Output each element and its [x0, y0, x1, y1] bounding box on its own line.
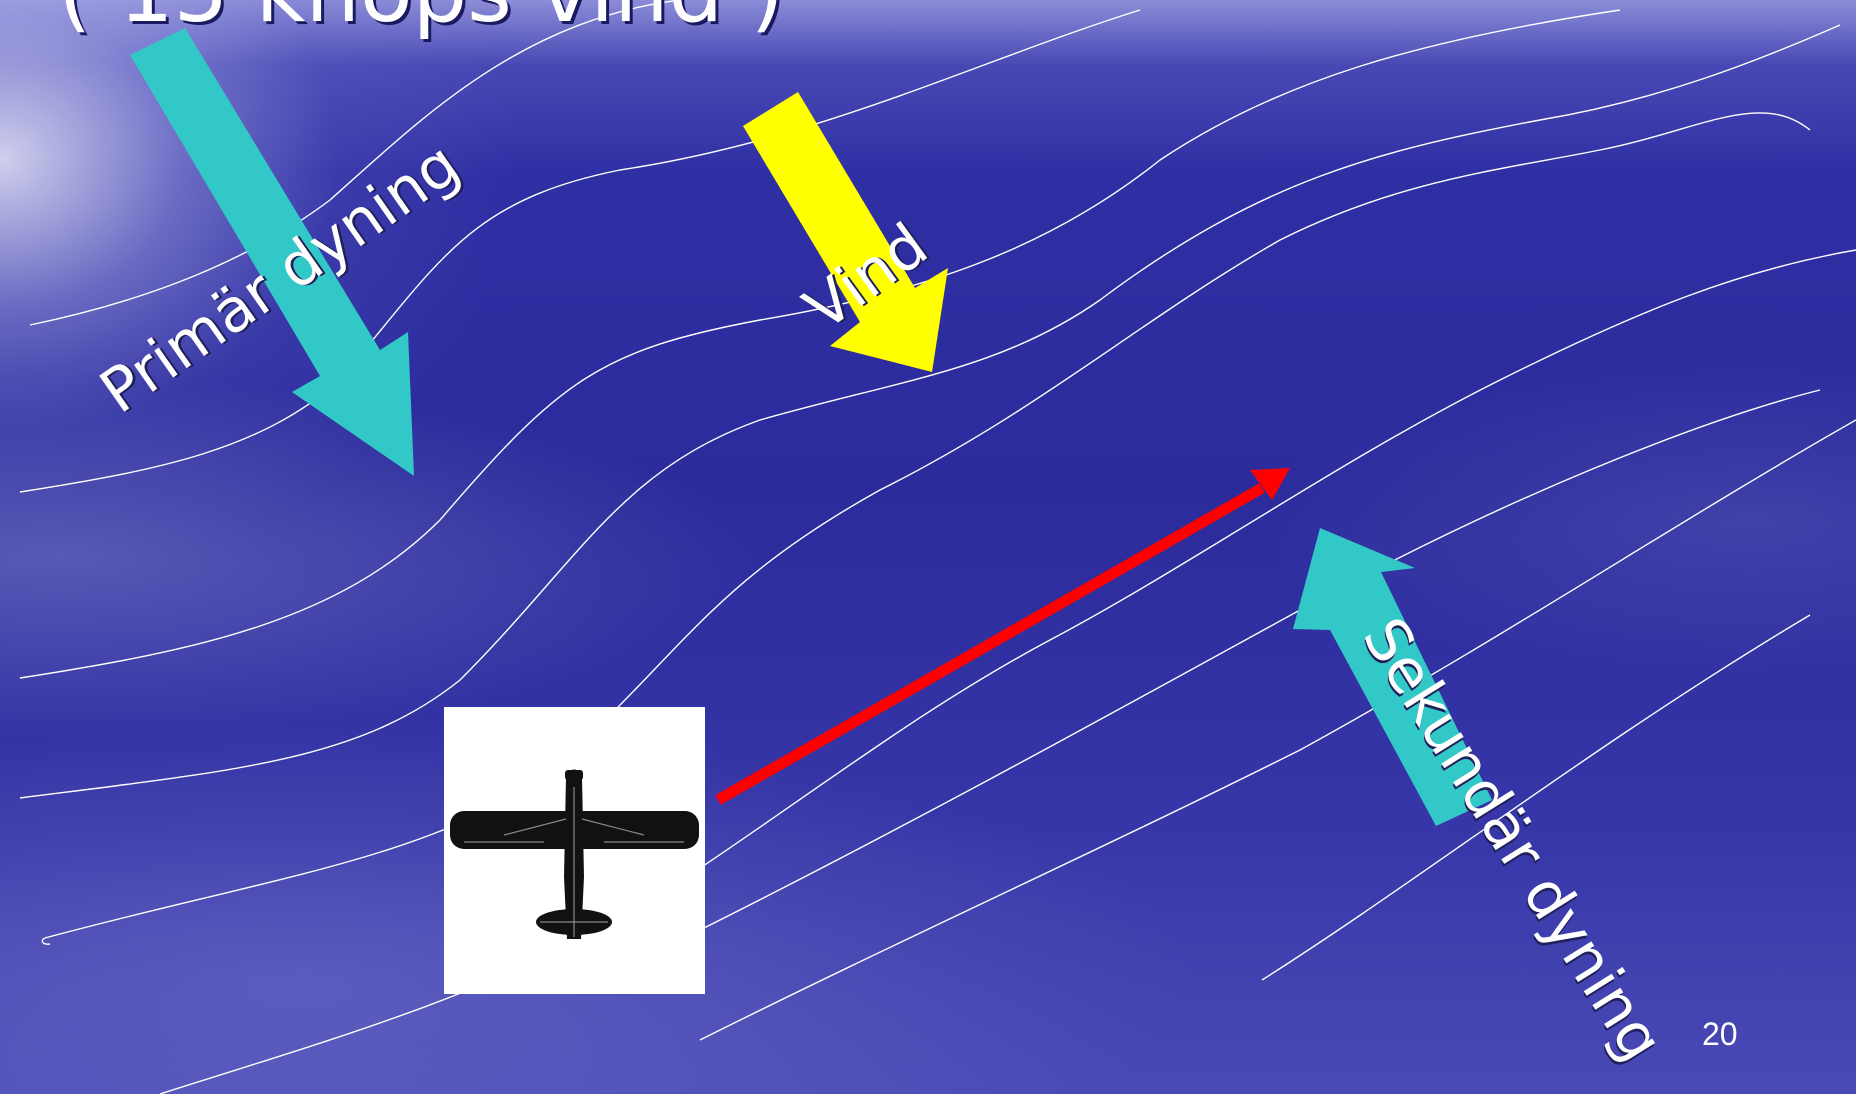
secondary-swell-arrow — [1293, 528, 1492, 826]
wave-line — [699, 389, 1821, 931]
wave-line — [19, 9, 1141, 493]
wave-line — [41, 937, 51, 945]
page-number: 20 — [1702, 1016, 1738, 1052]
airplane-top-view-icon — [450, 769, 699, 939]
slide-title: ( 15 knops vind ) — [58, 0, 784, 42]
aircraft-image — [444, 707, 705, 994]
heading-arrow — [715, 468, 1290, 805]
primary-swell-arrow — [130, 28, 414, 476]
wave-line — [699, 419, 1856, 1041]
wind-arrow — [743, 92, 948, 372]
wave-line — [29, 0, 681, 326]
wave-line — [19, 9, 1621, 679]
wave-line — [1261, 614, 1811, 981]
wave-line — [19, 24, 1841, 799]
